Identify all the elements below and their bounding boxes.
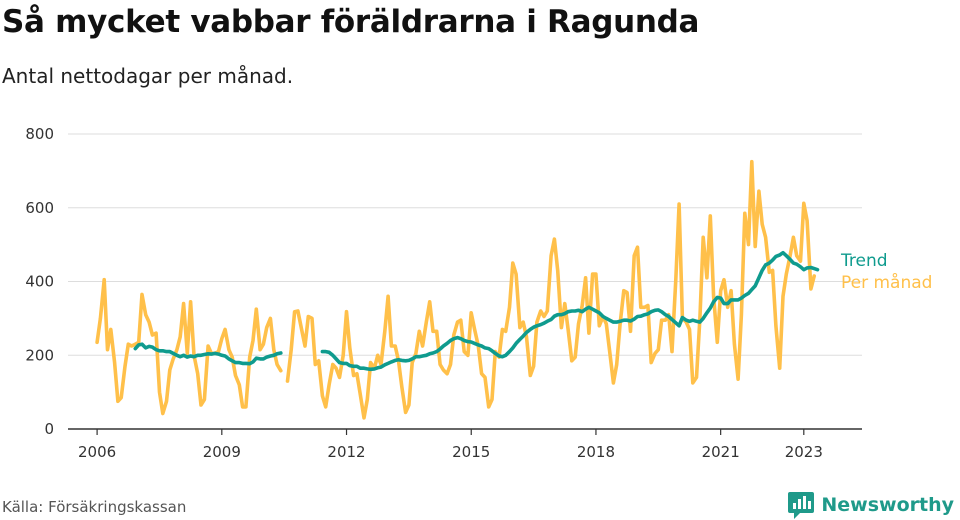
x-tick-label-2018: 2018 [577,443,615,461]
y-tick-label-400: 400 [25,273,54,291]
x-axis: 2006 2009 2012 2015 2018 2021 2023 [68,428,862,461]
series-line-per-manad-segment-2 [285,159,816,420]
series-lines [95,159,820,420]
x-tick-label-2021: 2021 [702,443,740,461]
series-line-trend-segment-1 [133,342,283,366]
newsworthy-logo-icon [788,492,815,519]
y-tick-label-800: 800 [25,125,54,143]
y-tick-label-600: 600 [25,199,54,217]
x-tick-label-2006: 2006 [78,443,116,461]
y-axis-ticks: 0 200 400 600 800 [25,125,54,438]
x-tick-label-2023: 2023 [785,443,823,461]
brand-name: Newsworthy [821,494,954,516]
x-tick-label-2012: 2012 [327,443,365,461]
y-tick-label-0: 0 [44,420,54,438]
x-tick-label-2015: 2015 [452,443,490,461]
series-line-trend-segment-2 [320,250,820,372]
series-line-per-manad-segment-1 [95,277,283,416]
x-tick-label-2009: 2009 [203,443,241,461]
legend-label-trend: Trend [840,251,888,271]
chart-subtitle: Antal nettodagar per månad. [2,64,294,88]
source-note: Källa: Försäkringskassan [2,498,187,516]
legend-label-per-manad: Per månad [841,272,932,293]
chart-title: Så mycket vabbar föräldrarna i Ragunda [2,4,700,40]
brand-logo: Newsworthy [787,490,954,520]
y-tick-label-200: 200 [25,346,54,364]
